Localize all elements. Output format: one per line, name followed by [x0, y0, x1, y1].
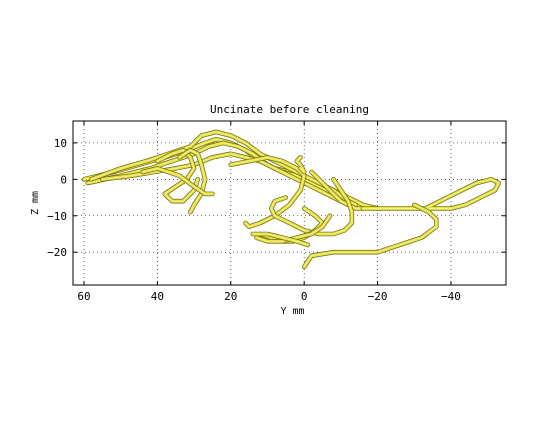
x-axis-label: Y mm — [280, 306, 304, 317]
y-axis-label: Z mm — [30, 191, 41, 215]
fiber-tract — [363, 179, 499, 208]
x-tick-label: −40 — [441, 290, 461, 303]
y-tick-label: −20 — [47, 246, 67, 259]
x-tick-label: 40 — [151, 290, 164, 303]
fiber-tracts — [84, 132, 499, 267]
fiber-tract — [231, 157, 304, 226]
x-tick-label: −20 — [368, 290, 388, 303]
x-tick-label: 20 — [224, 290, 237, 303]
x-tick-label: 60 — [77, 290, 90, 303]
chart-title: Uncinate before cleaning — [210, 103, 369, 116]
y-tick-label: 0 — [60, 173, 67, 186]
y-tick-label: −10 — [47, 210, 67, 223]
x-tick-label: 0 — [301, 290, 308, 303]
y-tick-label: 10 — [54, 137, 67, 150]
